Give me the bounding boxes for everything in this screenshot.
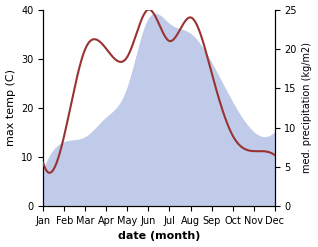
X-axis label: date (month): date (month) [118,231,200,242]
Y-axis label: max temp (C): max temp (C) [5,69,16,146]
Y-axis label: med. precipitation (kg/m2): med. precipitation (kg/m2) [302,42,313,173]
